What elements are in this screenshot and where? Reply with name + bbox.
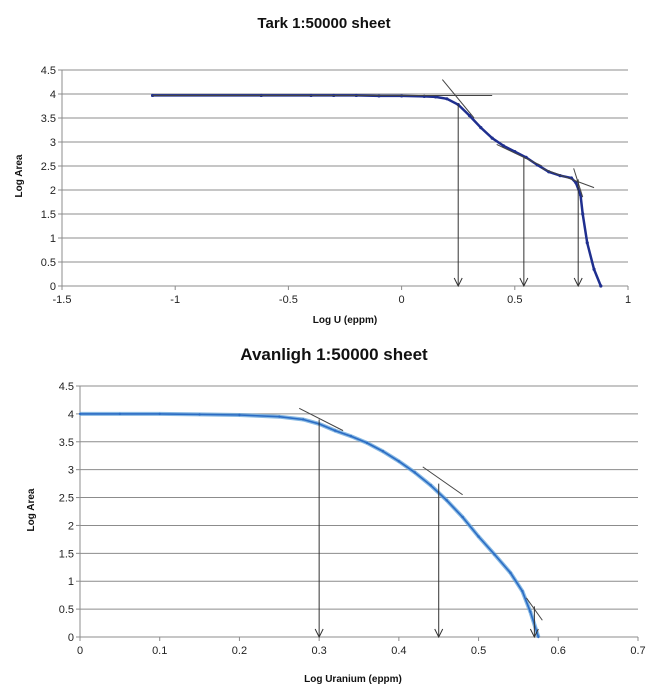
x-tick-label: 0.1	[152, 645, 167, 657]
data-point	[490, 136, 494, 140]
x-tick-label: 0.6	[551, 645, 566, 657]
threshold-arrowhead	[453, 277, 463, 288]
data-point	[158, 412, 161, 416]
chart-1-plot: 0 0.5 1 1.5 2 2.5 3 3.5 4 4.5 -1.5 -1 -0.5 0 0.5 1	[41, 65, 631, 306]
chart-1-ylabel: Log Area	[14, 154, 25, 197]
y-tick-label: 1.5	[41, 209, 56, 221]
tangent-line	[422, 466, 463, 496]
y-tick-label: 3.5	[41, 113, 56, 125]
y-tick-label: 2.5	[41, 161, 56, 173]
data-point	[501, 144, 506, 148]
y-tick-label: 0	[50, 281, 56, 293]
x-tick-label: 1	[625, 294, 631, 306]
data-point	[445, 97, 449, 101]
tangent-line	[496, 143, 543, 167]
data-point	[537, 635, 540, 639]
x-tick-label: -1	[170, 294, 180, 306]
data-point	[433, 95, 438, 99]
data-point	[445, 499, 448, 502]
x-tick-label: 0.4	[391, 645, 406, 657]
chart-2-xlabel: Log Uranium (eppm)	[304, 674, 402, 685]
y-tick-label: 1	[68, 576, 74, 588]
data-point	[333, 429, 337, 432]
chart-1-xlabel: Log U (eppm)	[313, 315, 377, 326]
y-tick-label: 2	[68, 520, 74, 532]
x-tick-label: -1.5	[53, 294, 72, 306]
data-point	[381, 450, 385, 453]
y-tick-label: 0.5	[41, 257, 56, 269]
data-point	[493, 553, 496, 556]
y-tick-label: 4.5	[41, 65, 56, 77]
data-point	[413, 471, 416, 474]
data-point	[529, 610, 532, 614]
y-tick-label: 3.5	[59, 437, 74, 449]
data-point	[477, 535, 480, 538]
data-point	[429, 484, 432, 487]
data-point	[592, 267, 596, 271]
data-point	[238, 413, 241, 417]
tangent-line	[541, 167, 595, 189]
data-point	[467, 114, 472, 118]
data-point	[461, 515, 464, 519]
data-point	[574, 181, 578, 185]
threshold-arrowhead	[434, 628, 444, 639]
data-point	[118, 412, 122, 416]
data-point	[509, 571, 512, 575]
data-point	[278, 415, 281, 418]
x-tick-label: 0.5	[507, 294, 522, 306]
y-tick-label: 4	[50, 89, 56, 101]
data-point	[365, 441, 369, 445]
data-series-line	[152, 94, 602, 287]
threshold-arrowhead	[519, 277, 529, 288]
data-point	[581, 212, 585, 216]
threshold-arrowhead	[529, 628, 539, 639]
y-tick-label: 0.5	[59, 604, 74, 616]
x-tick-label: 0.5	[471, 645, 486, 657]
y-tick-label: 1.5	[59, 548, 74, 560]
y-tick-label: 3	[68, 465, 74, 477]
y-tick-label: 1	[50, 233, 56, 245]
chart-1-title: Tark 1:50000 sheet	[257, 15, 390, 32]
x-tick-label: 0.2	[232, 645, 247, 657]
data-point	[479, 126, 483, 130]
chart-2-title: Avanligh 1:50000 sheet	[240, 345, 428, 364]
y-tick-label: 2	[50, 185, 56, 197]
data-point	[198, 413, 201, 416]
x-tick-label: 0	[77, 645, 83, 657]
data-point	[349, 435, 353, 438]
x-tick-label: 0	[399, 294, 405, 306]
tangent-line	[298, 407, 344, 432]
tangent-line	[441, 79, 475, 119]
data-point	[521, 590, 524, 593]
x-tick-label: -0.5	[279, 294, 298, 306]
chart-2-ylabel: Log Area	[26, 488, 37, 531]
y-tick-label: 4.5	[59, 381, 74, 393]
x-tick-label: 0.7	[630, 645, 645, 657]
y-tick-label: 2.5	[59, 493, 74, 505]
data-point	[397, 460, 401, 463]
y-tick-label: 0	[68, 632, 74, 644]
threshold-arrowhead	[573, 277, 583, 288]
data-point	[302, 418, 305, 421]
chart-2-plot: 0 0.5 1 1.5 2 2.5 3 3.5 4 4.5 0 0.1 0.2 0.3 0.4 0.5 0.6 0…	[59, 381, 646, 657]
x-tick-label: 0.3	[311, 645, 326, 657]
threshold-arrowhead	[314, 628, 324, 639]
y-tick-label: 4	[68, 409, 74, 421]
y-tick-label: 3	[50, 137, 56, 149]
data-point	[599, 284, 603, 288]
data-point	[78, 412, 82, 416]
data-point	[585, 241, 589, 245]
